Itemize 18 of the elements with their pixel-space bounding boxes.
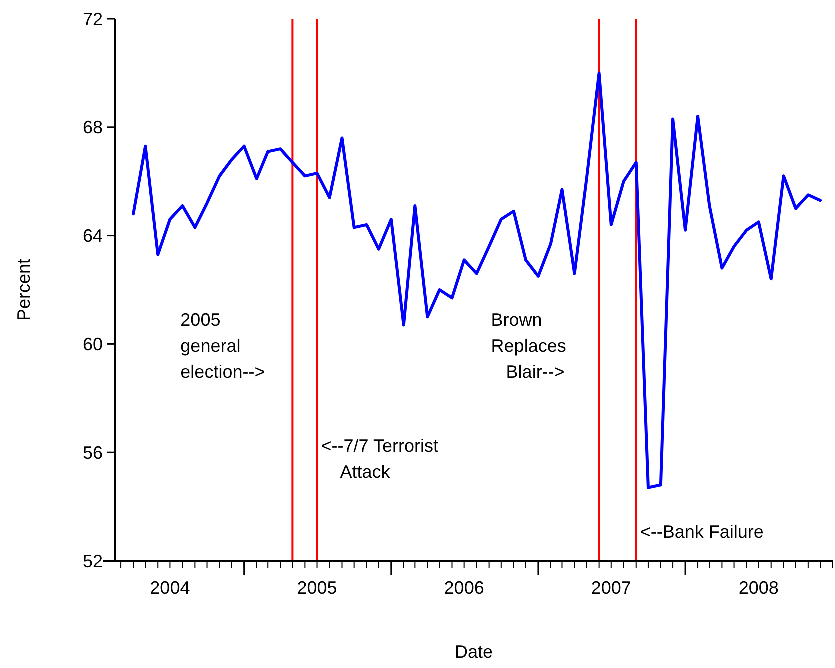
y-axis-title: Percent [14, 258, 34, 322]
x-tick-label: 2007 [591, 578, 632, 598]
y-tick-label: 68 [82, 118, 103, 138]
ref-line-label: <--Bank Failure [640, 522, 764, 542]
ref-line-label: 2005 general election--> [180, 310, 266, 382]
ref-line-label: <--7/7 Terrorist Attack [321, 436, 438, 482]
line-series [132, 72, 822, 490]
y-tick-label: 64 [82, 226, 103, 246]
y-tick-label: 56 [82, 442, 103, 463]
y-tick-label: 72 [82, 9, 103, 30]
y-tick-label: 52 [82, 551, 103, 572]
x-axis-title: Date [454, 642, 494, 662]
x-tick-label: 2005 [297, 578, 338, 598]
x-tick-label: 2006 [444, 578, 484, 598]
x-tick-label: 2008 [738, 578, 779, 598]
y-tick-label: 60 [82, 334, 103, 354]
ref-line-label: Brown Replaces Blair--> [491, 310, 566, 382]
x-tick-label: 2004 [150, 578, 190, 598]
